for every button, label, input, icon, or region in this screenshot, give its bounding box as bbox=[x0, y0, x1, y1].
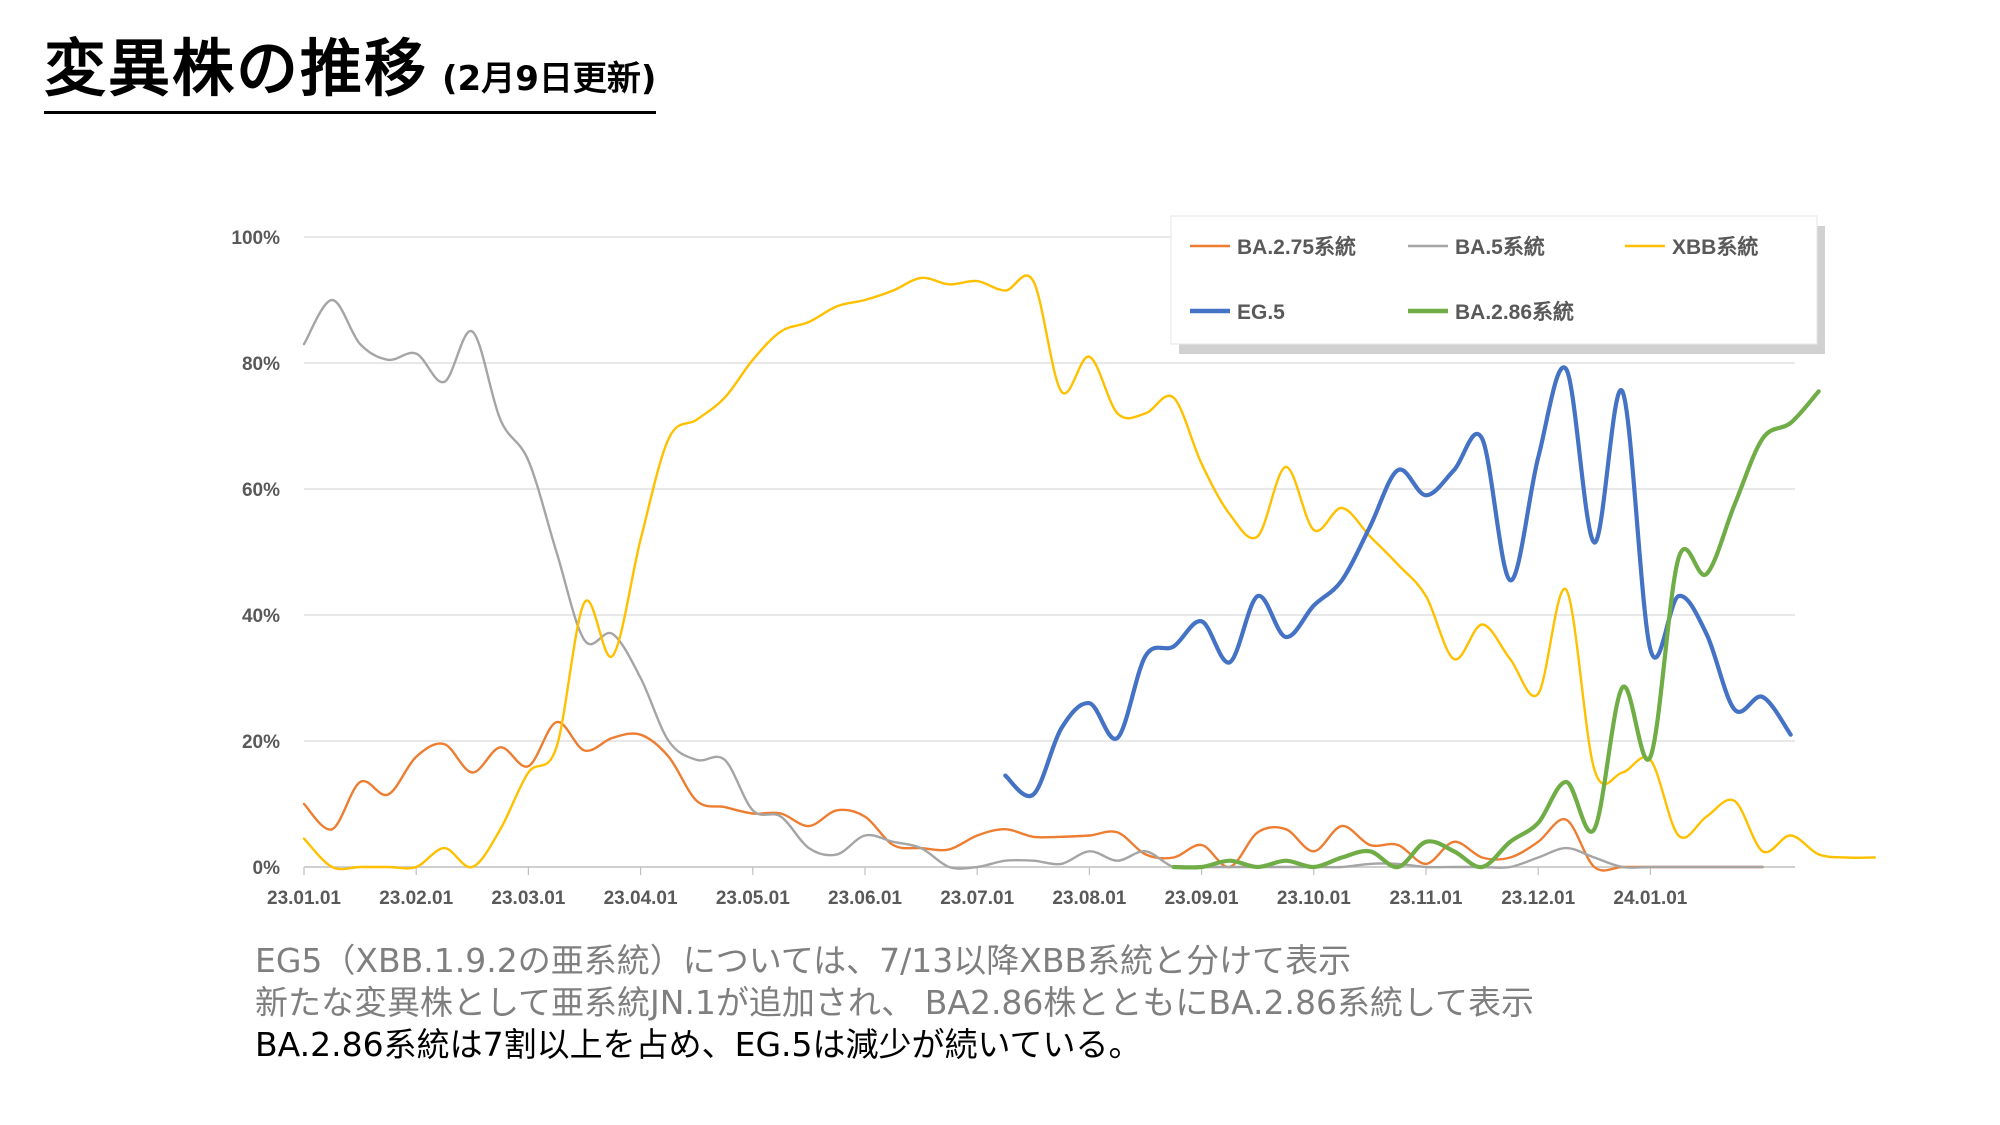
x-tick-label: 23.02.01 bbox=[379, 888, 453, 909]
x-tick-label: 24.01.01 bbox=[1613, 888, 1687, 909]
legend-label: BA.2.75系統 bbox=[1237, 235, 1356, 259]
legend-label: BA.5系統 bbox=[1455, 235, 1545, 259]
series-line-XBB系統 bbox=[302, 274, 1876, 871]
x-tick-label: 23.07.01 bbox=[940, 888, 1014, 909]
x-tick-label: 23.05.01 bbox=[716, 888, 790, 909]
y-tick-label: 20% bbox=[242, 732, 280, 753]
x-tick-label: 23.04.01 bbox=[604, 888, 678, 909]
x-tick-label: 23.11.01 bbox=[1390, 888, 1463, 909]
x-tick-label: 23.08.01 bbox=[1052, 888, 1126, 909]
note-line-2: 新たな変異株として亜系統JN.1が追加され、 BA2.86株とともにBA.2.8… bbox=[255, 983, 1535, 1022]
series-line-BA.5系統 bbox=[302, 298, 1764, 870]
x-tick-label: 23.06.01 bbox=[828, 888, 902, 909]
series-lines bbox=[302, 274, 1876, 872]
legend-label: EG.5 bbox=[1237, 301, 1285, 324]
legend: BA.2.75系統 BA.5系統 XBB系統 EG.5 BA.2.86系統 bbox=[1170, 215, 1825, 354]
series-line-EG.5 bbox=[1003, 365, 1793, 799]
slide-title: 変異株の推移 (2月9日更新) bbox=[44, 18, 657, 114]
y-tick-label: 100% bbox=[231, 228, 280, 249]
y-tick-label: 40% bbox=[242, 606, 280, 627]
variant-share-line-chart: 0% 20% 40% 60% 80% 100% 23.01.01 23.02.01 23.03… bbox=[231, 215, 1876, 909]
x-axis-ticks: 23.01.01 23.02.01 23.03.01 23.04.01 23.05.01… bbox=[267, 867, 1688, 909]
y-axis-ticks: 0% 20% 40% 60% 80% 100% bbox=[231, 228, 280, 879]
notes: EG5（XBB.1.9.2の亜系統）については、7/13以降XBB系統と分けて表… bbox=[255, 940, 1534, 1066]
note-line-1: EG5（XBB.1.9.2の亜系統）については、7/13以降XBB系統と分けて表… bbox=[255, 941, 1352, 980]
note-line-3: BA.2.86系統は7割以上を占め、EG.5は減少が続いている。 bbox=[255, 1025, 1142, 1064]
legend-label: BA.2.86系統 bbox=[1455, 300, 1574, 324]
x-tick-label: 23.03.01 bbox=[491, 888, 565, 909]
x-tick-label: 23.09.01 bbox=[1165, 888, 1239, 909]
series-line-BA.2.86系統 bbox=[1171, 389, 1821, 870]
title-underline bbox=[44, 111, 657, 114]
y-tick-label: 60% bbox=[242, 480, 280, 501]
x-tick-label: 23.10.01 bbox=[1277, 888, 1351, 909]
x-tick-label: 23.12.01 bbox=[1501, 888, 1575, 909]
x-tick-label: 23.01.01 bbox=[267, 888, 341, 909]
y-tick-label: 0% bbox=[253, 858, 281, 879]
y-tick-label: 80% bbox=[242, 354, 280, 375]
series-line-BA.2.75系統 bbox=[302, 720, 1764, 872]
legend-label: XBB系統 bbox=[1672, 235, 1758, 259]
title-main: 変異株の推移 bbox=[44, 32, 429, 105]
title-update-date: (2月9日更新) bbox=[442, 59, 657, 99]
